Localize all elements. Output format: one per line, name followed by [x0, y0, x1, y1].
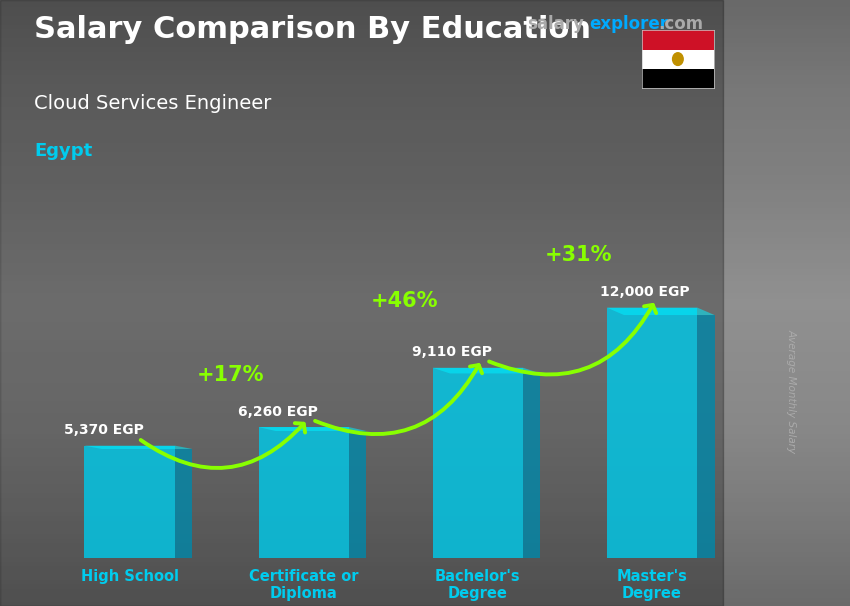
- Polygon shape: [433, 368, 541, 373]
- Text: Cloud Services Engineer: Cloud Services Engineer: [34, 94, 271, 113]
- Text: 12,000 EGP: 12,000 EGP: [599, 285, 689, 299]
- Text: +17%: +17%: [197, 365, 264, 385]
- Bar: [258, 427, 349, 558]
- Bar: [84, 445, 175, 558]
- Bar: [642, 50, 714, 68]
- Bar: [642, 68, 714, 88]
- Text: .com: .com: [659, 15, 704, 33]
- Text: Salary Comparison By Education: Salary Comparison By Education: [34, 15, 591, 44]
- Polygon shape: [607, 307, 715, 315]
- Text: 5,370 EGP: 5,370 EGP: [64, 424, 144, 438]
- Bar: [349, 431, 366, 558]
- Polygon shape: [258, 427, 366, 431]
- Bar: [697, 315, 715, 558]
- Bar: [607, 307, 697, 558]
- Text: salary: salary: [527, 15, 584, 33]
- Text: +31%: +31%: [545, 245, 613, 265]
- Text: Egypt: Egypt: [34, 142, 93, 161]
- Bar: [433, 368, 523, 558]
- Text: 9,110 EGP: 9,110 EGP: [411, 345, 491, 359]
- Bar: [642, 30, 714, 50]
- Text: +46%: +46%: [371, 291, 439, 311]
- Text: 6,260 EGP: 6,260 EGP: [238, 405, 318, 419]
- Bar: [175, 449, 192, 558]
- Circle shape: [672, 53, 683, 65]
- Bar: [523, 373, 541, 558]
- Text: Average Monthly Salary: Average Monthly Salary: [787, 329, 797, 453]
- Text: explorer: explorer: [589, 15, 668, 33]
- Polygon shape: [84, 445, 192, 449]
